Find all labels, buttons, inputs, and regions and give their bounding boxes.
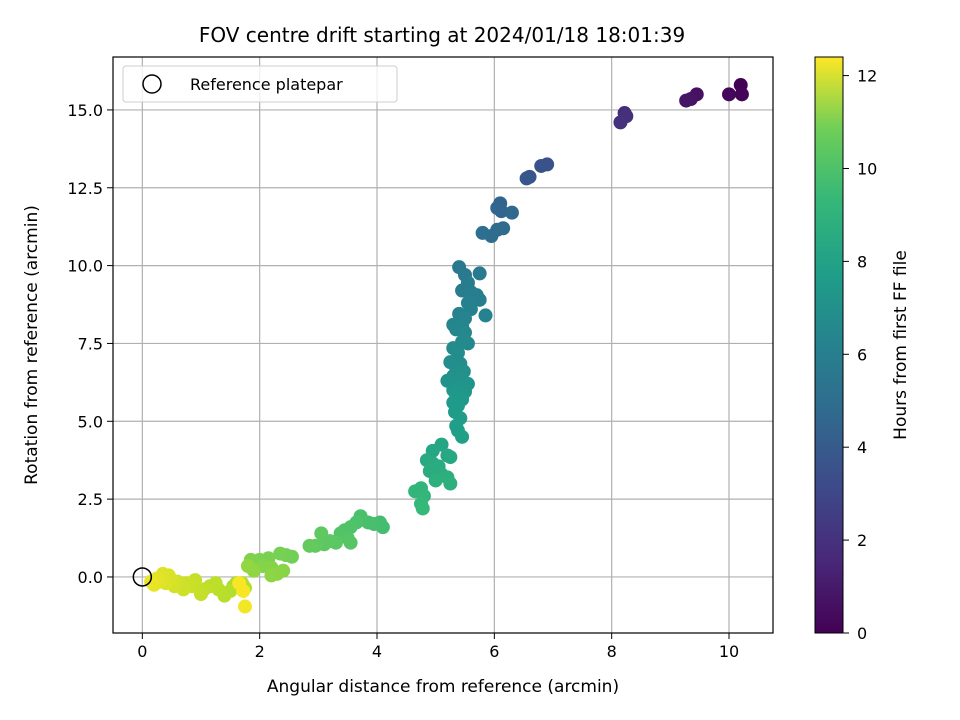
x-tick-label: 4 <box>372 642 382 661</box>
grid <box>113 57 773 633</box>
data-point <box>475 225 490 240</box>
y-tick-label: 12.5 <box>67 179 103 198</box>
colorbar-label: Hours from first FF file <box>891 250 911 440</box>
data-point <box>443 476 458 491</box>
data-point <box>450 345 465 360</box>
legend-box <box>122 65 398 103</box>
chart-title: FOV centre drift starting at 2024/01/18 … <box>199 23 685 47</box>
data-point <box>264 568 279 583</box>
data-point <box>534 158 549 173</box>
data-point <box>343 535 358 550</box>
y-tick-label: 2.5 <box>78 490 103 509</box>
data-point <box>472 292 487 307</box>
data-point <box>415 501 430 516</box>
legend-entry-reference: Reference platepar <box>190 75 343 94</box>
colorbar-tick-label: 4 <box>857 438 867 457</box>
data-point <box>240 559 255 574</box>
colorbar-tick-label: 12 <box>857 67 877 86</box>
legend-marker-icon <box>142 74 162 94</box>
data-point <box>722 87 736 102</box>
data-point <box>679 93 694 108</box>
reference-marker <box>132 567 153 587</box>
data-point <box>443 450 458 465</box>
plot-frame <box>112 56 774 634</box>
colorbar: 0 2 4 6 8 10 12 Hours from first FF file <box>814 56 911 643</box>
data-point <box>504 205 519 220</box>
x-tick-label: 2 <box>255 642 265 661</box>
legend: Reference platepar <box>122 65 398 103</box>
y-tick-label: 15.0 <box>67 101 103 120</box>
data-point <box>238 599 252 614</box>
x-tick-label: 0 <box>137 642 147 661</box>
data-point <box>314 526 329 541</box>
data-point <box>472 266 487 281</box>
data-point <box>236 583 251 598</box>
data-points <box>144 78 749 614</box>
colorbar-tick-label: 6 <box>857 345 867 364</box>
y-tick-label: 10.0 <box>67 257 103 276</box>
x-tick-label: 6 <box>489 642 499 661</box>
colorbar-tick-label: 10 <box>857 159 877 178</box>
colorbar-tick-label: 0 <box>857 624 867 643</box>
colorbar-ticks: 0 2 4 6 8 10 12 <box>843 67 877 643</box>
data-point <box>494 204 509 219</box>
colorbar-gradient <box>814 56 844 634</box>
y-tick-label: 7.5 <box>78 334 103 353</box>
y-axis: 0.0 2.5 5.0 7.5 10.0 12.5 15.0 <box>67 101 113 587</box>
y-tick-label: 5.0 <box>78 412 103 431</box>
y-tick-label: 0.0 <box>78 568 103 587</box>
data-point <box>734 87 749 102</box>
colorbar-tick-label: 8 <box>857 252 867 271</box>
data-point <box>455 429 470 444</box>
x-axis: 0 2 4 6 8 10 <box>137 633 739 661</box>
data-point <box>613 115 628 130</box>
data-point <box>428 473 443 488</box>
data-point <box>273 546 288 561</box>
data-point <box>302 538 317 553</box>
x-axis-label: Angular distance from reference (arcmin) <box>267 677 619 697</box>
x-tick-label: 10 <box>719 642 739 661</box>
data-point <box>478 308 493 323</box>
data-point <box>519 171 534 186</box>
y-axis-label: Rotation from reference (arcmin) <box>22 205 42 485</box>
colorbar-tick-label: 2 <box>857 531 867 550</box>
x-tick-label: 8 <box>607 642 617 661</box>
